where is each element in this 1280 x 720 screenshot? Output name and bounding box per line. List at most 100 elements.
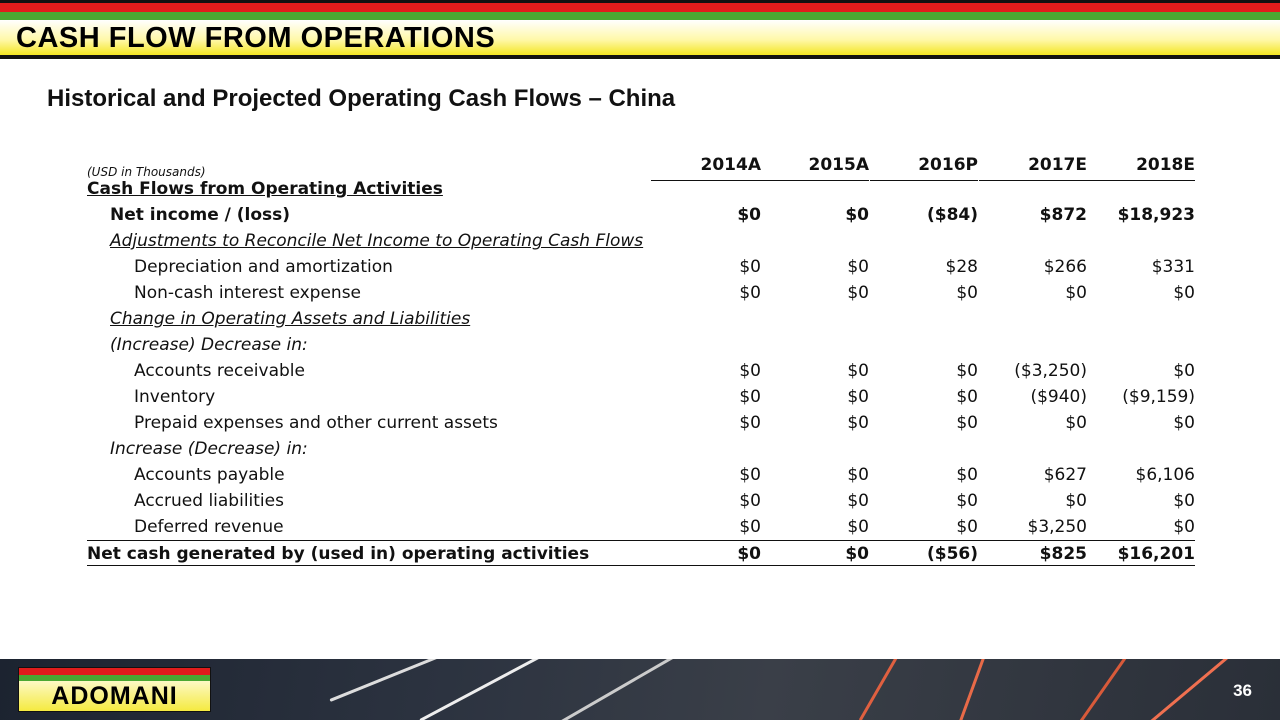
row-label: Accounts receivable — [134, 361, 305, 381]
row-label: Cash Flows from Operating Activities — [87, 179, 443, 199]
cell-value: $872 — [1039, 205, 1087, 225]
cell-value: $0 — [847, 257, 869, 277]
light-streak — [559, 659, 734, 720]
column-header: 2014A — [651, 150, 761, 181]
cell-value: $0 — [845, 205, 869, 225]
row-label: Inventory — [134, 387, 216, 407]
cell-value: $0 — [1173, 491, 1195, 511]
row-label: Change in Operating Assets and Liabiliti… — [110, 309, 471, 329]
table-row: Inventory $0 $0 $0 ($940) ($9,159) — [87, 384, 1195, 410]
row-label: Adjustments to Reconcile Net Income to O… — [110, 231, 644, 251]
cell-value: $627 — [1043, 465, 1087, 485]
cell-value: $331 — [1151, 257, 1195, 277]
cell-value: $0 — [1065, 491, 1087, 511]
cell-value: $16,201 — [1117, 544, 1195, 564]
light-streak — [329, 659, 516, 702]
cell-value: $0 — [1173, 361, 1195, 381]
light-streak — [858, 659, 937, 720]
cell-value: ($56) — [926, 544, 978, 564]
cell-value: $0 — [739, 465, 761, 485]
cell-value: $0 — [739, 361, 761, 381]
table-row: Prepaid expenses and other current asset… — [87, 410, 1195, 436]
cell-value: $0 — [737, 544, 761, 564]
stripe-green — [0, 12, 1280, 20]
cell-value: $28 — [945, 257, 978, 277]
stripe-black — [0, 0, 1280, 3]
adomani-logo: ADOMANI — [18, 667, 211, 712]
cell-value: $0 — [956, 283, 978, 303]
table-row: Change in Operating Assets and Liabiliti… — [87, 306, 1195, 332]
row-label: Non-cash interest expense — [134, 283, 362, 303]
cell-value: $0 — [956, 387, 978, 407]
light-streak — [1149, 659, 1243, 720]
cell-value: $3,250 — [1027, 517, 1087, 537]
cell-value: ($84) — [926, 205, 978, 225]
cell-value: ($3,250) — [1014, 361, 1087, 381]
cash-flow-table: (USD in Thousands) 2014A 2015A 2016P 201… — [87, 150, 1195, 566]
cell-value: $0 — [739, 387, 761, 407]
cell-value: $0 — [1173, 413, 1195, 433]
total-row: Net cash generated by (used in) operatin… — [87, 540, 1195, 566]
stripe-red — [0, 3, 1280, 12]
cell-value: $0 — [739, 257, 761, 277]
row-label: Accrued liabilities — [134, 491, 284, 511]
column-header: 2018E — [1087, 150, 1195, 181]
cell-value: $0 — [956, 413, 978, 433]
footer-banner: ADOMANI 36 — [0, 659, 1280, 720]
cell-value: $0 — [847, 465, 869, 485]
cell-value: ($9,159) — [1122, 387, 1195, 407]
cell-value: $6,106 — [1135, 465, 1195, 485]
table-row: Accounts receivable $0 $0 $0 ($3,250) $0 — [87, 358, 1195, 384]
cell-value: $0 — [1173, 517, 1195, 537]
column-header: 2016P — [870, 150, 978, 181]
table-row: Accrued liabilities $0 $0 $0 $0 $0 — [87, 488, 1195, 514]
cell-value: $266 — [1043, 257, 1087, 277]
cell-value: $0 — [1173, 283, 1195, 303]
cell-value: $0 — [1065, 413, 1087, 433]
slide-title: CASH FLOW FROM OPERATIONS — [16, 22, 496, 54]
cell-value: ($940) — [1030, 387, 1087, 407]
cell-value: $0 — [956, 361, 978, 381]
table-row: Net income / (loss) $0 $0 ($84) $872 $18,923 — [87, 202, 1195, 228]
stripe-bottom — [0, 55, 1280, 59]
header-banner: CASH FLOW FROM OPERATIONS — [0, 0, 1280, 59]
cell-value: $0 — [739, 413, 761, 433]
cell-value: $0 — [956, 491, 978, 511]
slide-subtitle: Historical and Projected Operating Cash … — [47, 85, 676, 112]
row-label: Accounts payable — [134, 465, 285, 485]
table-header-row: (USD in Thousands) 2014A 2015A 2016P 201… — [87, 150, 1195, 181]
cell-value: $0 — [956, 465, 978, 485]
row-label: Net cash generated by (used in) operatin… — [87, 544, 590, 564]
stripe-yellow — [0, 20, 1280, 56]
table-row: (Increase) Decrease in: — [87, 332, 1195, 358]
row-label: Deferred revenue — [134, 517, 284, 537]
row-label: Net income / (loss) — [110, 205, 291, 225]
column-header: 2015A — [761, 150, 869, 181]
cell-value: $0 — [845, 544, 869, 564]
row-label: Depreciation and amortization — [134, 257, 393, 277]
cell-value: $0 — [956, 517, 978, 537]
cell-value: $0 — [739, 491, 761, 511]
cell-value: $0 — [739, 283, 761, 303]
row-label: (Increase) Decrease in: — [110, 335, 308, 355]
cell-value: $0 — [847, 283, 869, 303]
light-streak — [958, 659, 1003, 720]
page-number: 36 — [1233, 681, 1252, 700]
cell-value: $0 — [847, 361, 869, 381]
table-row: Depreciation and amortization $0 $0 $28 $266… — [87, 254, 1195, 280]
cell-value: $825 — [1039, 544, 1087, 564]
cell-value: $0 — [847, 491, 869, 511]
cell-value: $0 — [847, 413, 869, 433]
cell-value: $0 — [737, 205, 761, 225]
table-row: Cash Flows from Operating Activities — [87, 178, 1195, 202]
cell-value: $0 — [847, 387, 869, 407]
row-label: Increase (Decrease) in: — [110, 439, 308, 459]
cell-value: $0 — [1065, 283, 1087, 303]
units-note: (USD in Thousands) — [87, 165, 206, 179]
table-row: Accounts payable $0 $0 $0 $627 $6,106 — [87, 462, 1195, 488]
table-row: Deferred revenue $0 $0 $0 $3,250 $0 — [87, 514, 1195, 540]
column-header: 2017E — [979, 150, 1087, 181]
light-streak — [1078, 659, 1174, 720]
cell-value: $0 — [847, 517, 869, 537]
table-row: Increase (Decrease) in: — [87, 436, 1195, 462]
